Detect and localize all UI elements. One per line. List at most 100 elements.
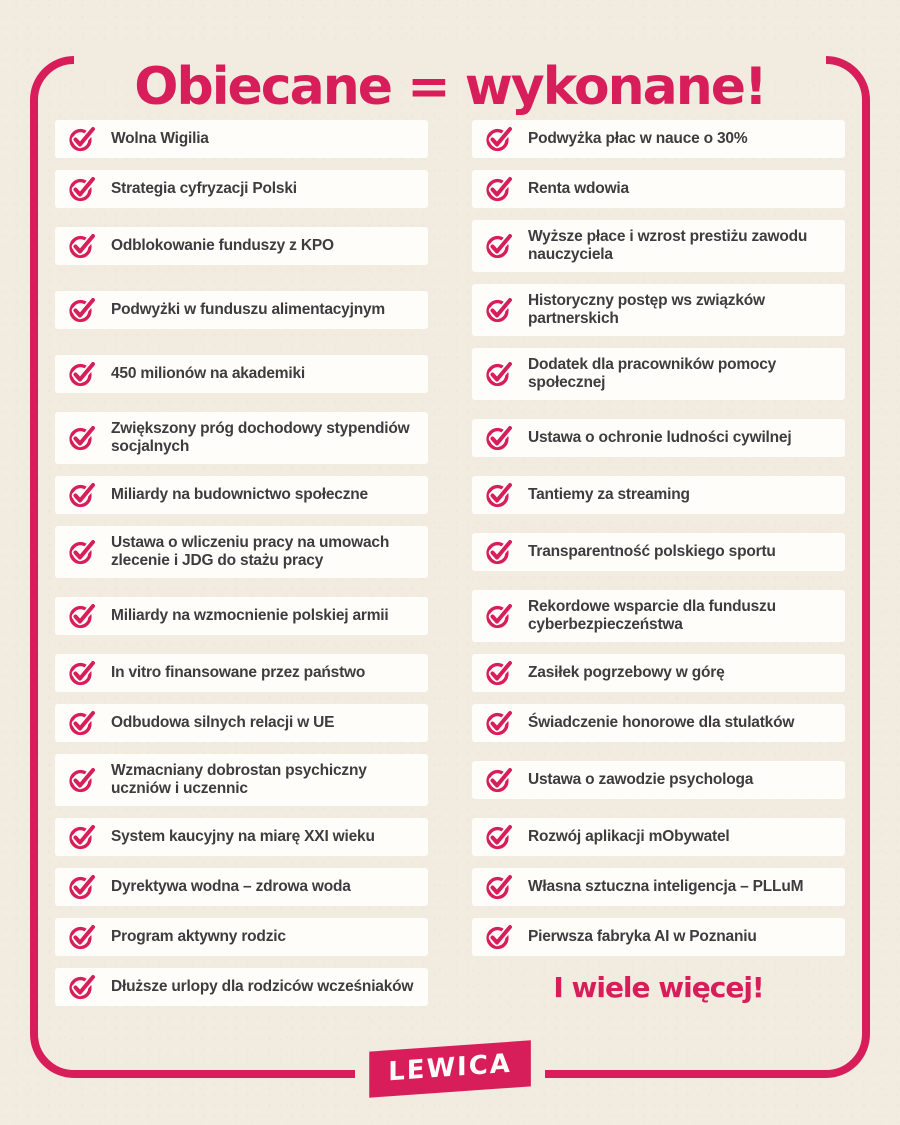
checklist-item-left-1: Wolna Wigilia — [55, 120, 428, 158]
checklist-item-text: 450 milionów na akademiki — [111, 365, 305, 383]
checklist-item-left-8: Ustawa o wliczeniu pracy na umowach zlece… — [55, 526, 428, 578]
checklist-item-line: zlecenie i JDG do stażu pracy — [111, 552, 324, 569]
checklist-item-text: Zwiększony próg dochodowy stypendiów socj… — [111, 420, 410, 456]
checklist-item-text: Dodatek dla pracowników pomocy społecznej — [528, 356, 776, 392]
more-text: I wiele więcej! — [553, 970, 764, 1004]
check-circle-icon — [486, 602, 513, 629]
checklist-item-right-10: Zasiłek pogrzebowy w górę — [472, 654, 845, 692]
checklist-item-right-2: Renta wdowia — [472, 170, 845, 208]
checklist-item-right-13: Rozwój aplikacji mObywatel — [472, 818, 845, 856]
checklist-grid: Wolna Wigilia Podwyżka płac w nauce o 30%… — [55, 120, 845, 1006]
checklist-item-text: Ustawa o ochronie ludności cywilnej — [528, 429, 792, 447]
check-circle-icon — [486, 481, 513, 508]
checklist-item-line: Miliardy na budownictwo społeczne — [111, 486, 368, 503]
checklist-item-text: Program aktywny rodzic — [111, 928, 286, 946]
check-circle-icon — [486, 175, 513, 202]
checklist-item-left-6: Zwiększony próg dochodowy stypendiów socj… — [55, 412, 428, 464]
checklist-item-line: uczniów i uczennic — [111, 780, 248, 797]
checklist-item-line: Świadczenie honorowe dla stulatków — [528, 714, 795, 731]
checklist-item-text: Własna sztuczna inteligencja – PLLuM — [528, 878, 803, 896]
checklist-item-line: Dodatek dla pracowników pomocy — [528, 356, 777, 373]
checklist-item-right-6: Ustawa o ochronie ludności cywilnej — [472, 419, 845, 457]
check-circle-icon — [69, 923, 96, 950]
checklist-item-line: cyberbezpieczeństwa — [528, 616, 683, 633]
checklist-item-line: Wzmacniany dobrostan psychiczny — [111, 762, 367, 779]
check-circle-icon — [486, 766, 513, 793]
checklist-item-line: Odblokowanie funduszy z KPO — [111, 237, 334, 254]
check-circle-icon — [486, 296, 513, 323]
check-circle-icon — [486, 823, 513, 850]
checklist-item-text: Tantiemy za streaming — [528, 486, 690, 504]
checklist-item-text: Renta wdowia — [528, 180, 629, 198]
checklist-item-text: Historyczny postęp ws związków partnerski… — [528, 292, 765, 328]
check-circle-icon — [486, 873, 513, 900]
checklist-item-text: Dłuższe urlopy dla rodziców wcześniaków — [111, 978, 413, 996]
checklist-item-line: Dłuższe urlopy dla rodziców wcześniaków — [111, 978, 414, 995]
checklist-item-line: Program aktywny rodzic — [111, 928, 286, 945]
checklist-item-text: System kaucyjny na miarę XXI wieku — [111, 828, 375, 846]
checklist-item-line: Ustawa o ochronie ludności cywilnej — [528, 429, 792, 446]
checklist-item-left-15: Program aktywny rodzic — [55, 918, 428, 956]
checklist-item-line: Strategia cyfryzacji Polski — [111, 180, 297, 197]
check-circle-icon — [69, 481, 96, 508]
checklist-item-right-11: Świadczenie honorowe dla stulatków — [472, 704, 845, 742]
checklist-item-line: In vitro finansowane przez państwo — [111, 664, 366, 681]
checklist-item-line: Wolna Wigilia — [111, 130, 209, 147]
checklist-item-text: Odbudowa silnych relacji w UE — [111, 714, 335, 732]
check-circle-icon — [69, 602, 96, 629]
checklist-item-line: Własna sztuczna inteligencja – PLLuM — [528, 878, 804, 895]
checklist-item-text: In vitro finansowane przez państwo — [111, 664, 365, 682]
check-circle-icon — [69, 296, 96, 323]
checklist-item-line: Pierwsza fabryka AI w Poznaniu — [528, 928, 757, 945]
checklist-item-line: Dyrektywa wodna – zdrowa woda — [111, 878, 351, 895]
checklist-item-text: Dyrektywa wodna – zdrowa woda — [111, 878, 351, 896]
check-circle-icon — [69, 125, 96, 152]
checklist-item-line: partnerskich — [528, 310, 619, 327]
checklist-item-left-2: Strategia cyfryzacji Polski — [55, 170, 428, 208]
checklist-item-text: Ustawa o wliczeniu pracy na umowach zlece… — [111, 534, 389, 570]
check-circle-icon — [486, 659, 513, 686]
checklist-item-left-3: Odblokowanie funduszy z KPO — [55, 227, 428, 265]
checklist-item-line: Odbudowa silnych relacji w UE — [111, 714, 335, 731]
checklist-item-text: Ustawa o zawodzie psychologa — [528, 771, 753, 789]
checklist-item-text: Zasiłek pogrzebowy w górę — [528, 664, 725, 682]
checklist-item-line: Zasiłek pogrzebowy w górę — [528, 664, 725, 681]
checklist-item-text: Pierwsza fabryka AI w Poznaniu — [528, 928, 757, 946]
checklist-item-line: socjalnych — [111, 438, 190, 455]
checklist-item-right-4: Historyczny postęp ws związków partnerski… — [472, 284, 845, 336]
checklist-item-text: Miliardy na budownictwo społeczne — [111, 486, 368, 504]
check-circle-icon — [486, 360, 513, 387]
check-circle-icon — [486, 709, 513, 736]
check-circle-icon — [69, 823, 96, 850]
check-circle-icon — [69, 709, 96, 736]
checklist-item-line: Miliardy na wzmocnienie polskiej armii — [111, 607, 389, 624]
checklist-item-left-10: In vitro finansowane przez państwo — [55, 654, 428, 692]
check-circle-icon — [69, 766, 96, 793]
check-circle-icon — [69, 232, 96, 259]
checklist-item-line: Rozwój aplikacji mObywatel — [528, 828, 730, 845]
checklist-item-text: Wzmacniany dobrostan psychiczny uczniów i… — [111, 762, 367, 798]
checklist-item-right-12: Ustawa o zawodzie psychologa — [472, 761, 845, 799]
checklist-item-line: Podwyżki w funduszu alimentacyjnym — [111, 301, 385, 318]
check-circle-icon — [486, 125, 513, 152]
checklist-item-text: Podwyżka płac w nauce o 30% — [528, 130, 748, 148]
checklist-item-line: Rekordowe wsparcie dla funduszu — [528, 598, 776, 615]
checklist-item-right-8: Transparentność polskiego sportu — [472, 533, 845, 571]
frame-top-gap — [74, 48, 826, 74]
checklist-item-right-15: Pierwsza fabryka AI w Poznaniu — [472, 918, 845, 956]
checklist-item-left-14: Dyrektywa wodna – zdrowa woda — [55, 868, 428, 906]
checklist-item-line: Historyczny postęp ws związków — [528, 292, 765, 309]
checklist-item-text: Świadczenie honorowe dla stulatków — [528, 714, 794, 732]
page-title: Obiecane = wykonane! — [134, 56, 767, 117]
check-circle-icon — [486, 424, 513, 451]
lewica-logo: LEWICA — [369, 1040, 531, 1098]
checklist-item-text: Rekordowe wsparcie dla funduszu cyberbezp… — [528, 598, 776, 634]
checklist-item-line: 450 milionów na akademiki — [111, 365, 305, 382]
checklist-item-line: Wyższe płace i wzrost prestiżu zawodu — [528, 228, 808, 245]
checklist-item-text: Wolna Wigilia — [111, 130, 209, 148]
checklist-item-text: Transparentność polskiego sportu — [528, 543, 776, 561]
checklist-item-line: Transparentność polskiego sportu — [528, 543, 776, 560]
checklist-item-text: Miliardy na wzmocnienie polskiej armii — [111, 607, 389, 625]
checklist-item-line: nauczyciela — [528, 246, 613, 263]
checklist-item-left-7: Miliardy na budownictwo społeczne — [55, 476, 428, 514]
